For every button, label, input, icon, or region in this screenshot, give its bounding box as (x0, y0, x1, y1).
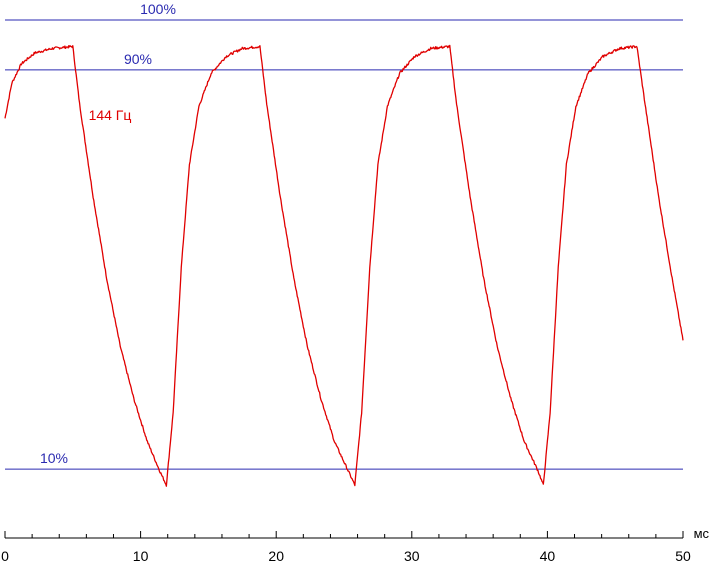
x-tick-label: 10 (133, 548, 149, 563)
x-tick-label: 40 (540, 548, 556, 563)
reference-lines: 100% 90% 10% (5, 1, 683, 470)
x-tick-label: 20 (268, 548, 284, 563)
series-label: 144 Гц (89, 107, 132, 123)
x-tick-label: 30 (404, 548, 420, 563)
ref-label-10pct: 10% (40, 450, 68, 466)
ref-label-90pct: 90% (124, 51, 152, 67)
series-line-0 (4, 44, 684, 487)
ref-label-100pct: 100% (140, 1, 176, 17)
series-layer: 144 Гц (4, 44, 684, 487)
x-tick-label: 0 (1, 548, 9, 563)
x-tick-label: 50 (675, 548, 691, 563)
x-unit-label: мс (694, 526, 710, 541)
